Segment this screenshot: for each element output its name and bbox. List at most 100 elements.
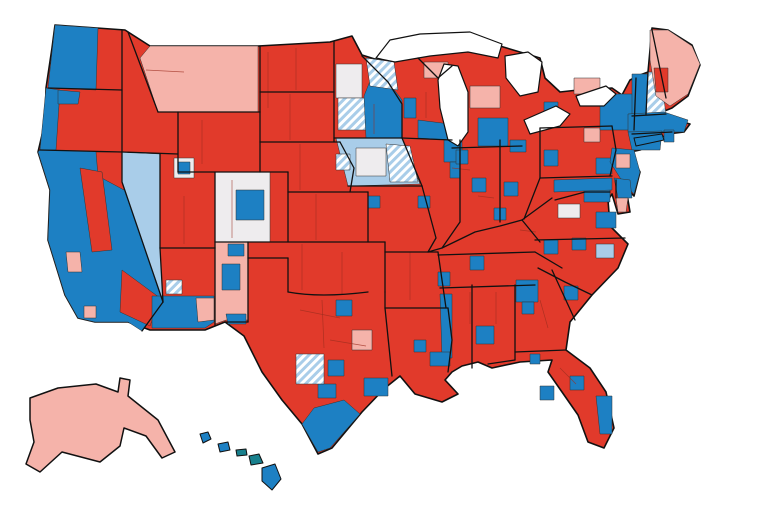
florida-tallahassee-blue (529, 353, 541, 365)
maine-red (653, 67, 669, 93)
state-border (159, 247, 164, 303)
state-border (534, 251, 563, 269)
state-border (401, 137, 423, 187)
colorado-denver-blue (235, 189, 265, 221)
minnesota-white (335, 63, 363, 99)
south-carolina-blue (563, 285, 579, 301)
texas-san-antonio-blue (317, 383, 337, 399)
oregon-portland-blue (57, 89, 81, 105)
texas-hatch (295, 353, 325, 385)
lake-superior (375, 31, 503, 63)
district-line (477, 195, 495, 199)
state-border (121, 151, 164, 303)
state-border (39, 149, 123, 153)
state-border (651, 29, 667, 99)
new-jersey-pink (615, 153, 631, 169)
california-inland-red (119, 269, 161, 327)
lake-erie (523, 105, 571, 135)
state-border (421, 185, 437, 253)
hawaii-kauai (199, 431, 212, 444)
state-border (127, 31, 159, 113)
state-border (401, 137, 453, 141)
new-mexico-blue-center (221, 263, 241, 291)
district-line (519, 229, 537, 233)
maryland-blue (553, 177, 613, 193)
hawaii-molokai (235, 448, 248, 457)
pennsylvania-pittsburgh-blue (543, 149, 559, 167)
district-line (145, 69, 185, 73)
state-border (451, 145, 523, 149)
indiana-indy-blue (471, 177, 487, 193)
alaska-pink (25, 377, 176, 473)
wisconsin-hatch (365, 57, 399, 91)
state-border (287, 291, 369, 296)
state-border (339, 141, 355, 193)
florida-southeast-blue (595, 395, 613, 435)
north-carolina-raleigh-blue (571, 237, 587, 251)
minnesota-hatch (337, 97, 369, 131)
florida-orlando-blue (569, 375, 585, 391)
georgia-blue-south (521, 301, 535, 315)
alabama-blue (475, 325, 495, 345)
state-border (141, 301, 164, 332)
state-border (551, 269, 576, 321)
new-mexico-blue-north (227, 243, 245, 257)
nebraska-east-hatch (335, 153, 351, 171)
texas-dallas-blue (335, 299, 353, 317)
california-coast-pink (65, 251, 83, 273)
district-line (559, 367, 577, 385)
state-border (645, 71, 649, 115)
state-border (631, 113, 667, 117)
california-south-pink (83, 305, 97, 319)
north-carolina-east-lightblue (595, 243, 615, 259)
state-border (447, 307, 453, 373)
state-border (437, 251, 536, 256)
pennsylvania-northeast-pink (583, 127, 601, 143)
state-border (441, 219, 523, 249)
louisiana-new-orleans-blue (429, 351, 451, 367)
district-line (321, 299, 325, 349)
state-border (534, 237, 626, 241)
long-island-blue (633, 133, 665, 147)
state-border (437, 251, 447, 309)
iowa-white (355, 147, 387, 177)
iowa-hatch (385, 143, 419, 183)
lake-ontario (575, 85, 617, 107)
district-line (299, 309, 341, 319)
state-border (521, 219, 541, 243)
state-border (609, 125, 617, 177)
indiana-northwest-blue (455, 149, 469, 165)
state-border (427, 139, 461, 253)
state-border (539, 175, 613, 179)
texas-houston-blue (363, 377, 389, 397)
tennessee-memphis-blue (437, 271, 451, 287)
florida-tampa-blue (539, 385, 555, 401)
hawaii-oahu (217, 441, 231, 453)
california-central-valley-red (79, 167, 113, 253)
massachusetts-blue (627, 111, 689, 133)
state-border (361, 55, 403, 139)
texas-pink (351, 329, 373, 351)
rhode-island-blue (663, 129, 675, 143)
virginia-white (557, 203, 581, 219)
texas-austin-blue (327, 359, 345, 377)
washington-west-blue (47, 24, 99, 91)
mississippi-delta-blue (439, 293, 453, 359)
state-border (514, 349, 567, 353)
georgia-atlanta-blue (515, 279, 539, 303)
tennessee-nashville-blue (469, 255, 485, 271)
montana-pink (139, 45, 259, 113)
texas-rio-grande-blue (301, 399, 361, 453)
hawaii-maui (248, 453, 264, 466)
state-border (487, 359, 516, 365)
state-border (631, 131, 673, 135)
arizona-southeast-pink (195, 297, 215, 323)
state-border (537, 267, 593, 296)
louisiana-baton-rouge-blue (413, 339, 427, 353)
michigan-southeast-blue (477, 117, 509, 147)
state-border (539, 125, 613, 129)
district-line (539, 299, 549, 329)
missouri-stl-blue (417, 195, 431, 209)
